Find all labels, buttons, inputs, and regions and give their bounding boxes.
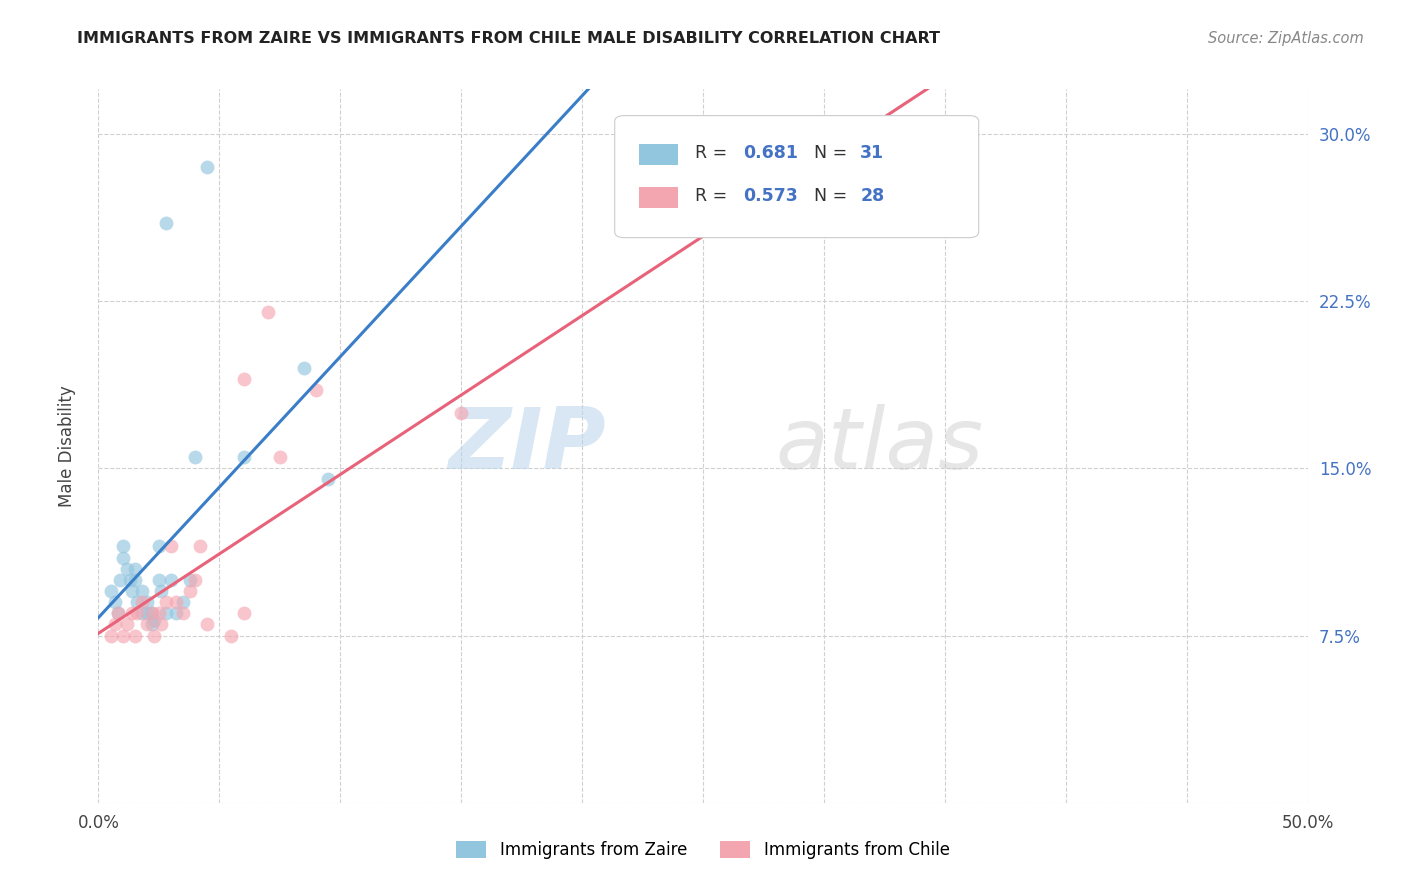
Point bbox=[232, 372, 254, 386]
Y-axis label: Male Disability: Male Disability bbox=[58, 385, 76, 507]
Point bbox=[135, 595, 157, 609]
Point bbox=[160, 573, 183, 587]
Point bbox=[155, 607, 177, 621]
Point bbox=[269, 450, 291, 464]
Point bbox=[150, 583, 173, 598]
Text: R =: R = bbox=[695, 187, 733, 205]
Text: Source: ZipAtlas.com: Source: ZipAtlas.com bbox=[1208, 31, 1364, 46]
Point bbox=[107, 607, 129, 621]
Point bbox=[141, 607, 163, 621]
FancyBboxPatch shape bbox=[638, 145, 678, 165]
Point bbox=[118, 573, 141, 587]
Text: N =: N = bbox=[803, 145, 853, 162]
Text: N =: N = bbox=[803, 187, 853, 205]
Point bbox=[124, 628, 146, 642]
Point bbox=[117, 617, 139, 632]
Point bbox=[100, 583, 122, 598]
Point bbox=[141, 607, 163, 621]
FancyBboxPatch shape bbox=[614, 116, 979, 237]
Point bbox=[104, 617, 127, 632]
Point bbox=[111, 539, 134, 553]
Point bbox=[155, 595, 177, 609]
Point bbox=[165, 607, 187, 621]
Point bbox=[124, 573, 146, 587]
Point bbox=[111, 628, 134, 642]
Point bbox=[150, 617, 173, 632]
Text: 0.681: 0.681 bbox=[742, 145, 797, 162]
Point bbox=[188, 539, 211, 553]
Point bbox=[195, 161, 218, 175]
Point bbox=[121, 607, 143, 621]
Point bbox=[117, 562, 139, 576]
Point bbox=[172, 607, 194, 621]
Point bbox=[450, 405, 472, 419]
Point bbox=[127, 607, 149, 621]
Point bbox=[131, 607, 153, 621]
Point bbox=[124, 562, 146, 576]
Point bbox=[135, 607, 157, 621]
Point bbox=[143, 613, 166, 627]
Point bbox=[910, 137, 932, 152]
Point bbox=[232, 450, 254, 464]
Text: 31: 31 bbox=[860, 145, 884, 162]
Text: ZIP: ZIP bbox=[449, 404, 606, 488]
Point bbox=[127, 595, 149, 609]
Point bbox=[316, 473, 339, 487]
Point bbox=[148, 539, 170, 553]
Point bbox=[143, 628, 166, 642]
Text: IMMIGRANTS FROM ZAIRE VS IMMIGRANTS FROM CHILE MALE DISABILITY CORRELATION CHART: IMMIGRANTS FROM ZAIRE VS IMMIGRANTS FROM… bbox=[77, 31, 941, 46]
Point bbox=[108, 573, 131, 587]
Point bbox=[256, 305, 278, 319]
Point bbox=[221, 628, 243, 642]
Point bbox=[148, 573, 170, 587]
Point bbox=[131, 595, 153, 609]
Point bbox=[121, 583, 143, 598]
Point bbox=[131, 583, 153, 598]
Point bbox=[292, 360, 315, 375]
Point bbox=[160, 539, 183, 553]
Point bbox=[232, 607, 254, 621]
Point bbox=[172, 595, 194, 609]
Point bbox=[165, 595, 187, 609]
Legend: Immigrants from Zaire, Immigrants from Chile: Immigrants from Zaire, Immigrants from C… bbox=[450, 834, 956, 866]
Point bbox=[195, 617, 218, 632]
Point bbox=[155, 216, 177, 230]
Point bbox=[179, 573, 201, 587]
Point bbox=[148, 607, 170, 621]
FancyBboxPatch shape bbox=[638, 187, 678, 208]
Point bbox=[141, 617, 163, 632]
Point bbox=[184, 573, 207, 587]
Point bbox=[104, 595, 127, 609]
Point bbox=[111, 550, 134, 565]
Point bbox=[107, 607, 129, 621]
Point bbox=[184, 450, 207, 464]
Text: atlas: atlas bbox=[776, 404, 984, 488]
Point bbox=[179, 583, 201, 598]
Text: 0.573: 0.573 bbox=[742, 187, 797, 205]
Point bbox=[305, 384, 328, 398]
Text: R =: R = bbox=[695, 145, 733, 162]
Text: 28: 28 bbox=[860, 187, 884, 205]
Point bbox=[135, 617, 157, 632]
Point bbox=[100, 628, 122, 642]
